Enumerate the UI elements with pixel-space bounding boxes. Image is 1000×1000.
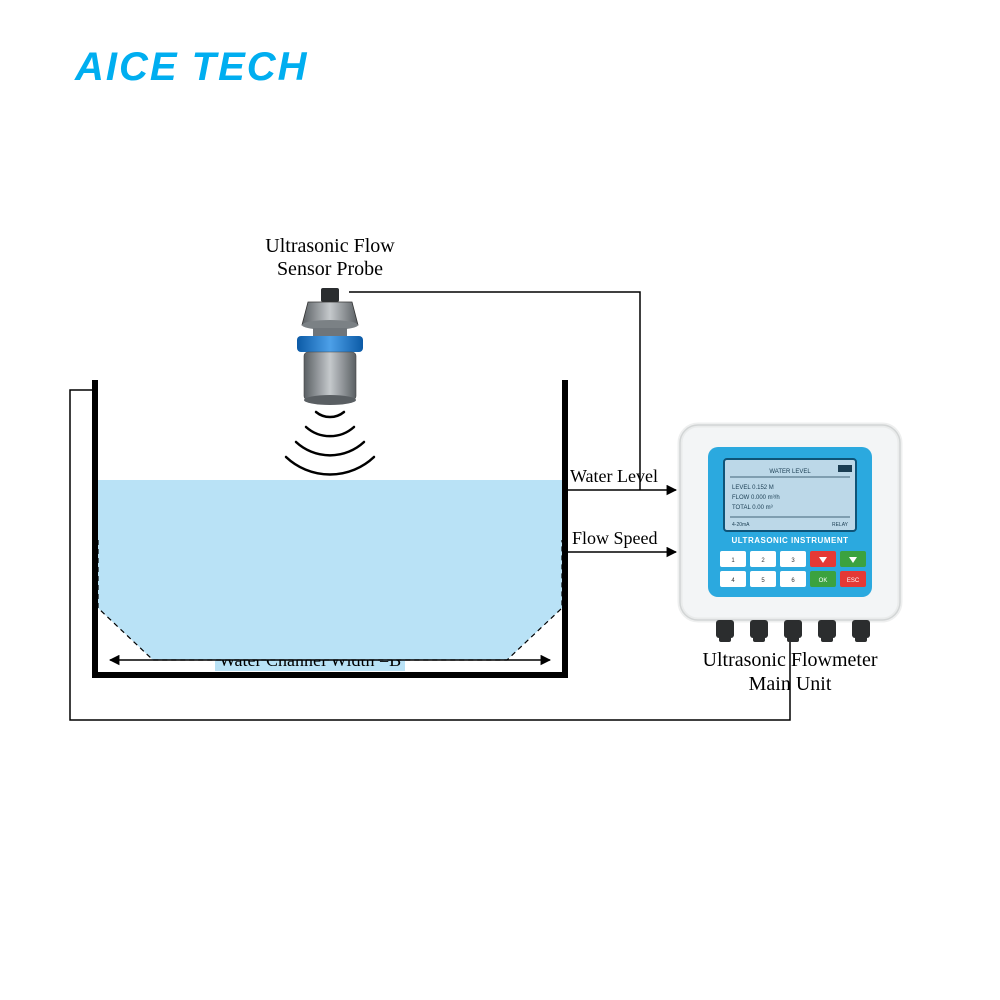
wave-icon xyxy=(286,412,374,475)
water-fill xyxy=(98,480,562,660)
svg-text:TOTAL 0.00 m³: TOTAL 0.00 m³ xyxy=(732,505,773,511)
flowmeter-unit: WATER LEVEL LEVEL 0.152 M FLOW 0.000 m³/… xyxy=(680,425,900,642)
svg-text:RELAY: RELAY xyxy=(832,522,849,528)
screen-title: ULTRASONIC INSTRUMENT xyxy=(731,536,848,545)
conn-top xyxy=(349,292,640,490)
svg-text:ESC: ESC xyxy=(847,578,860,584)
diagram-svg: WATER LEVEL LEVEL 0.152 M FLOW 0.000 m³/… xyxy=(0,0,1000,1000)
probe-icon xyxy=(297,288,363,405)
svg-text:LEVEL 0.152 M: LEVEL 0.152 M xyxy=(732,485,774,491)
svg-text:WATER LEVEL: WATER LEVEL xyxy=(769,469,811,475)
svg-text:OK: OK xyxy=(819,578,828,584)
cable-glands xyxy=(716,620,870,642)
svg-text:4-20mA: 4-20mA xyxy=(732,522,750,528)
svg-text:FLOW 0.000 m³/h: FLOW 0.000 m³/h xyxy=(732,495,780,501)
